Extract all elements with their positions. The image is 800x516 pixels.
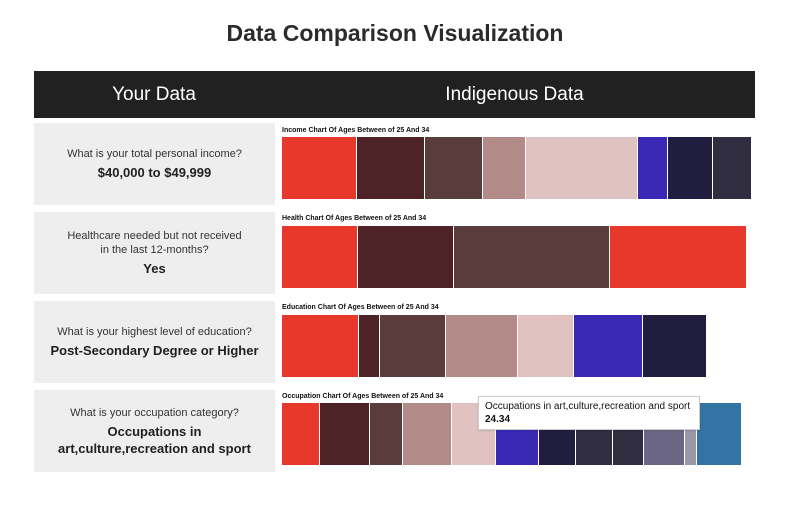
bar-segment[interactable] <box>643 315 706 377</box>
bar-segment[interactable] <box>370 403 402 465</box>
income-chart-svg <box>282 137 753 199</box>
bar-segment[interactable] <box>638 137 667 199</box>
question-health: Healthcare needed but not received in th… <box>67 230 242 256</box>
education-chart-svg <box>282 315 706 377</box>
bar-segment[interactable] <box>574 315 642 377</box>
bar-segment[interactable] <box>380 315 445 377</box>
bar-segment[interactable] <box>357 137 424 199</box>
bar-segment[interactable] <box>282 315 358 377</box>
answer-card-health: Healthcare needed but not received in th… <box>34 212 275 294</box>
bar-segment[interactable] <box>282 137 356 199</box>
chart-title-occupation: Occupation Chart Of Ages Between of 25 A… <box>282 393 444 400</box>
tooltip-label: Occupations in art,culture,recreation an… <box>485 401 691 412</box>
bar-segment[interactable] <box>282 403 319 465</box>
bar-segment[interactable] <box>358 226 453 288</box>
answer-card-income: What is your total personal income? $40,… <box>34 123 275 205</box>
question-income: What is your total personal income? <box>67 148 242 160</box>
chart-title-income: Income Chart Of Ages Between of 25 And 3… <box>282 127 430 134</box>
answer-occupation: Occupations in art,culture,recreation an… <box>58 423 251 456</box>
bar-segment[interactable] <box>713 137 751 199</box>
answer-card-occupation: What is your occupation category? Occupa… <box>34 390 275 472</box>
occupation-chart-svg <box>282 403 741 465</box>
bar-segment[interactable] <box>425 137 482 199</box>
answer-education: Post-Secondary Degree or Higher <box>50 343 259 358</box>
page-title: Data Comparison Visualization <box>226 20 564 46</box>
bar-segment[interactable] <box>454 226 609 288</box>
bar-segment[interactable] <box>518 315 573 377</box>
education-chart <box>282 315 756 377</box>
bar-segment[interactable] <box>610 226 746 288</box>
bar-segment[interactable] <box>697 403 741 465</box>
bar-segment[interactable] <box>359 315 379 377</box>
bar-segment[interactable] <box>282 226 357 288</box>
bar-segment[interactable] <box>403 403 451 465</box>
answer-income: $40,000 to $49,999 <box>97 165 212 180</box>
answer-health: Yes <box>143 261 166 276</box>
bar-segment[interactable] <box>483 137 525 199</box>
chart-tooltip: Occupations in art,culture,recreation an… <box>478 396 700 430</box>
bar-segment[interactable] <box>446 315 517 377</box>
header-your-data: Your Data <box>112 84 196 105</box>
question-occupation: What is your occupation category? <box>70 406 239 419</box>
bar-segment[interactable] <box>526 137 637 199</box>
occupation-chart <box>282 403 756 465</box>
header-indigenous-data: Indigenous Data <box>445 84 584 105</box>
question-education: What is your highest level of education? <box>57 326 252 338</box>
chart-title-education: Education Chart Of Ages Between of 25 An… <box>282 304 439 311</box>
tooltip-value: 24.34 <box>485 414 511 425</box>
header-bar: Your Data Indigenous Data <box>34 71 755 118</box>
bar-segment[interactable] <box>752 137 753 199</box>
income-chart <box>282 137 756 199</box>
chart-title-health: Health Chart Of Ages Between of 25 And 3… <box>282 215 427 222</box>
bar-segment[interactable] <box>668 137 712 199</box>
bar-segment[interactable] <box>685 403 696 465</box>
health-chart <box>282 226 756 288</box>
answer-card-education: What is your highest level of education?… <box>34 301 275 383</box>
bar-segment[interactable] <box>320 403 369 465</box>
health-chart-svg <box>282 226 746 288</box>
